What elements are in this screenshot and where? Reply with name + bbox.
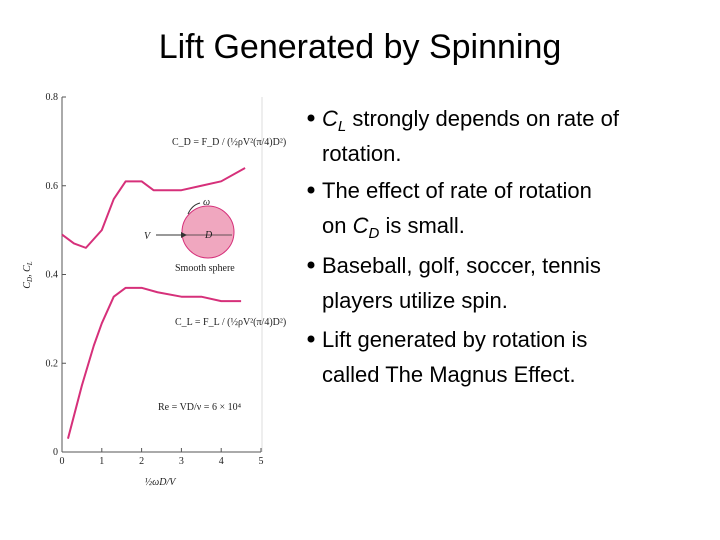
x-tick-label: 4 (219, 456, 224, 467)
annotation: V (144, 231, 152, 242)
bullet-dot (307, 114, 315, 122)
bullet-text: on (322, 213, 353, 238)
annotation: Smooth sphere (175, 263, 235, 274)
slide-title: Lift Generated by Spinning (159, 28, 562, 66)
bullet-text: C (353, 213, 369, 238)
y-tick-label: 0.8 (46, 92, 59, 103)
bullet-text: rotation. (322, 141, 402, 166)
bullet-text: is small. (379, 213, 465, 238)
rotation-arrow (187, 202, 201, 215)
series-line (61, 167, 246, 249)
bullet-line: Baseball, golf, soccer, tennis (322, 253, 601, 278)
bullet-text: The effect of rate of rotation (322, 178, 592, 203)
bullet-line: called The Magnus Effect. (322, 362, 576, 387)
x-tick-label: 5 (259, 456, 264, 467)
y-label-part: D (26, 277, 34, 283)
x-tick-label: 1 (99, 456, 104, 467)
bullet-line: players utilize spin. (322, 288, 508, 313)
annotation: C_D = F_D / (½ρV²(π/4)D²) (172, 137, 286, 148)
x-tick-label: 3 (179, 456, 184, 467)
bullet-text: called The Magnus Effect. (322, 362, 576, 387)
sphere (181, 205, 235, 259)
y-label-part: C (22, 282, 33, 289)
bullet-dot (307, 186, 315, 194)
bullet-line: on CD is small. (322, 213, 465, 242)
annotation: Re = VD/ν = 6 × 10⁴ (158, 402, 242, 413)
y-tick-label: 0.6 (46, 181, 59, 192)
y-label-part: , C (22, 265, 33, 277)
x-tick-label: 0 (60, 456, 65, 467)
x-tick-label: 2 (139, 456, 144, 467)
bullet-line: Lift generated by rotation is (322, 327, 587, 352)
y-tick-label: 0.4 (46, 270, 59, 281)
bullet-line: CL strongly depends on rate of (322, 106, 620, 135)
y-tick-label: 0 (53, 447, 58, 458)
series-line (67, 286, 242, 439)
bullet-line: The effect of rate of rotation (322, 178, 592, 203)
y-tick-label: 0.2 (46, 358, 59, 369)
bullet-text: players utilize spin. (322, 288, 508, 313)
bullet-text: C (322, 106, 338, 131)
annotation: D (204, 230, 213, 241)
annotation: ω (203, 197, 210, 208)
bullet-line: rotation. (322, 141, 402, 166)
annotation: C_L = F_L / (½ρV²(π/4)D²) (175, 317, 286, 328)
y-label-part: L (26, 261, 34, 266)
bullet-text: Lift generated by rotation is (322, 327, 587, 352)
bullet-text: L (338, 118, 346, 135)
x-axis-label: ½ωD/V (145, 477, 178, 488)
bullet-dot (307, 261, 315, 269)
bullet-text: strongly depends on rate of (346, 106, 620, 131)
bullet-dot (307, 335, 315, 343)
bullet-text: D (368, 225, 379, 242)
y-axis-label: CD, CL (22, 261, 34, 288)
bullet-text: Baseball, golf, soccer, tennis (322, 253, 601, 278)
